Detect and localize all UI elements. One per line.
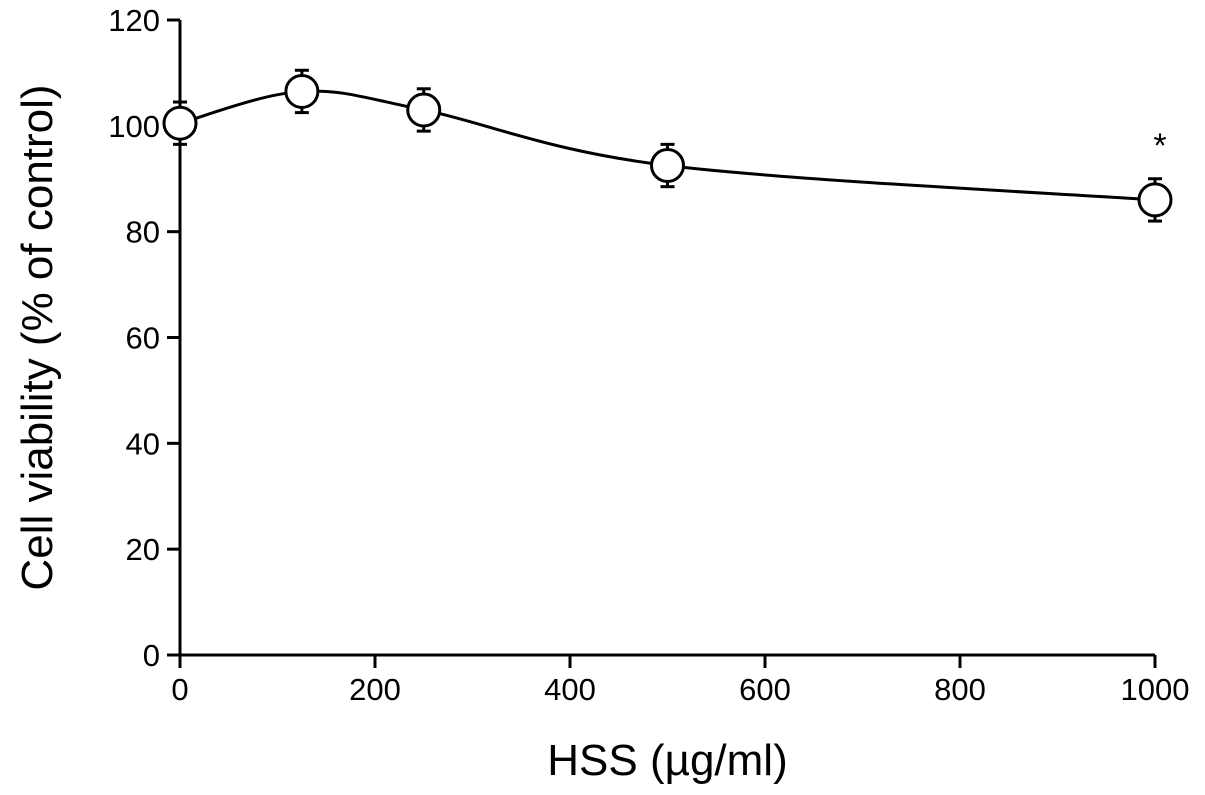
x-tick-label: 0 (171, 672, 188, 707)
x-ticks: 0 200 400 600 800 1000 (171, 655, 1189, 707)
data-point (162, 105, 198, 141)
x-axis-title: HSS (µg/ml) (547, 736, 787, 785)
series-layer (162, 68, 1173, 223)
y-tick-label: 0 (143, 638, 160, 673)
data-point (1137, 182, 1173, 218)
x-tick-label: 1000 (1121, 672, 1190, 707)
y-ticks: 0 20 40 60 80 100 120 (108, 3, 180, 673)
y-tick-label: 20 (126, 532, 160, 567)
y-axis-title: Cell viability (% of control) (13, 84, 62, 590)
x-tick-label: 600 (739, 672, 791, 707)
axes (178, 20, 1155, 657)
significance-marker: * (1153, 127, 1166, 165)
data-point (284, 73, 320, 109)
y-tick-label: 40 (126, 426, 160, 461)
x-tick-label: 200 (349, 672, 401, 707)
data-point (650, 148, 685, 184)
annotations: * (1153, 127, 1166, 165)
data-point (406, 92, 442, 128)
y-tick-label: 120 (108, 3, 160, 38)
x-tick-label: 400 (544, 672, 596, 707)
x-tick-label: 800 (934, 672, 986, 707)
y-tick-label: 60 (126, 321, 160, 356)
y-tick-label: 100 (108, 109, 160, 144)
y-tick-label: 80 (126, 215, 160, 250)
